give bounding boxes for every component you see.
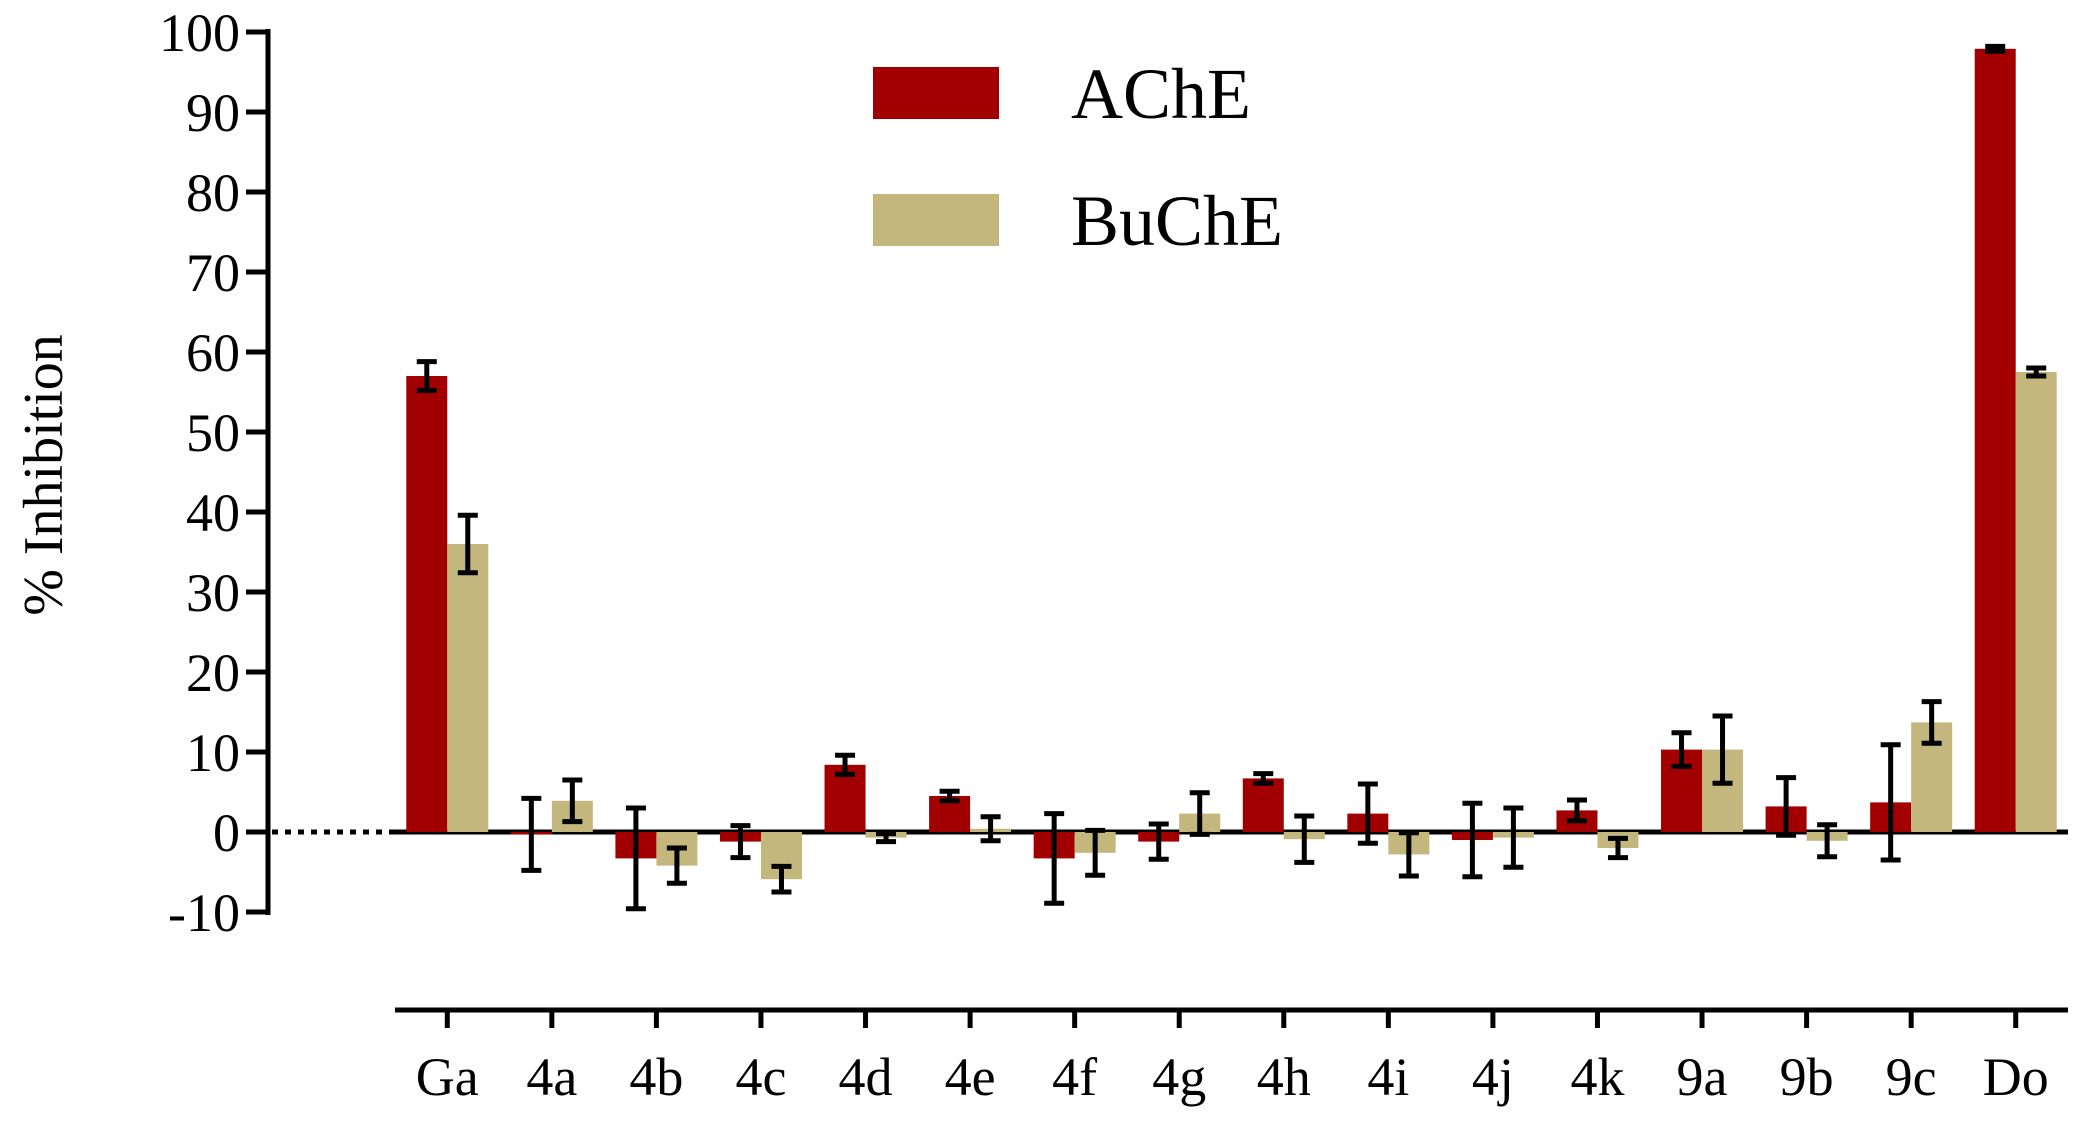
x-tick-label: Ga	[416, 1047, 479, 1107]
error-bar-ache	[521, 795, 542, 873]
error-bar-buche	[980, 814, 1001, 844]
x-tick-label: 4d	[839, 1047, 893, 1107]
y-tick-label: -10	[168, 883, 240, 943]
error-bar-buche	[2026, 365, 2047, 379]
y-tick-label: 70	[186, 243, 240, 303]
x-tick-label: 4k	[1570, 1047, 1624, 1107]
error-bar-buche	[1607, 835, 1628, 861]
y-tick-label: 100	[159, 3, 240, 63]
x-tick-label: 4j	[1472, 1047, 1514, 1107]
x-tick-label: 4a	[526, 1047, 577, 1107]
error-bar-buche	[1712, 713, 1733, 786]
x-tick-label: 4c	[735, 1047, 786, 1107]
error-bar-ache	[625, 805, 646, 912]
error-bar-buche	[457, 512, 478, 576]
x-tick-label: 4h	[1257, 1047, 1311, 1107]
y-tick-label: 80	[186, 163, 240, 223]
y-tick-label: 30	[186, 563, 240, 623]
error-bar-ache	[1566, 797, 1587, 824]
error-bar-ache	[939, 788, 960, 804]
y-axis-title: % Inhibition	[13, 334, 75, 616]
error-bar-ache	[1462, 800, 1483, 880]
legend-swatch-buche	[873, 194, 999, 246]
bar-ache	[1242, 778, 1284, 832]
error-bars	[416, 43, 2047, 912]
y-tick-label: 90	[186, 83, 240, 143]
error-bar-buche	[562, 777, 583, 825]
error-bar-ache	[1985, 43, 2006, 54]
x-tick-label: 9c	[1886, 1047, 1937, 1107]
y-tick-label: 60	[186, 323, 240, 383]
x-tick-label: 4b	[629, 1047, 683, 1107]
legend-label-buche: BuChE	[1071, 181, 1283, 261]
x-tick-label: 4f	[1052, 1047, 1097, 1107]
x-tick-label: 4i	[1367, 1047, 1409, 1107]
y-tick-label: 40	[186, 483, 240, 543]
error-bar-ache	[1253, 771, 1274, 786]
error-bar-buche	[876, 831, 897, 845]
x-axis: Ga 4a 4b 4c 4d 4e 4f 4g 4h 4i 4j 4k 9a 9b 9c Do	[395, 1007, 2068, 1107]
legend-label-ache: AChE	[1071, 54, 1251, 134]
y-tick-label: 50	[186, 403, 240, 463]
error-bar-ache	[1880, 742, 1901, 863]
x-tick-label: 4g	[1152, 1047, 1206, 1107]
y-tick-label: 0	[213, 803, 240, 863]
x-tick-label: 4e	[945, 1047, 996, 1107]
bars	[406, 48, 2057, 880]
bar-ache	[406, 376, 448, 832]
error-bar-buche	[1921, 699, 1942, 746]
error-bar-ache	[1357, 781, 1378, 846]
error-bar-buche	[1817, 822, 1838, 860]
y-tick-label: 10	[186, 723, 240, 783]
error-bar-ache	[416, 359, 437, 393]
error-bar-ache	[1148, 821, 1169, 862]
error-bar-ache	[730, 823, 751, 861]
error-bar-buche	[1189, 790, 1210, 837]
error-bar-buche	[1085, 827, 1106, 878]
legend: AChE BuChE	[873, 54, 1283, 261]
error-bar-buche	[666, 845, 687, 886]
error-bar-ache	[1776, 775, 1797, 838]
x-tick-label: Do	[1983, 1047, 2049, 1107]
bar-buche	[2015, 372, 2057, 832]
y-tick-label: 20	[186, 643, 240, 703]
error-bar-buche	[771, 863, 792, 895]
legend-swatch-ache	[873, 67, 999, 119]
error-bar-buche	[1503, 805, 1524, 870]
error-bar-ache	[835, 752, 856, 777]
error-bar-ache	[1671, 730, 1692, 769]
bar-buche	[447, 544, 489, 832]
error-bar-ache	[1044, 811, 1065, 906]
x-tick-label: 9a	[1677, 1047, 1728, 1107]
x-tick-label: 9b	[1780, 1047, 1834, 1107]
bar-ache	[1974, 48, 2016, 833]
error-bar-buche	[1294, 813, 1315, 865]
error-bar-buche	[1398, 830, 1419, 879]
